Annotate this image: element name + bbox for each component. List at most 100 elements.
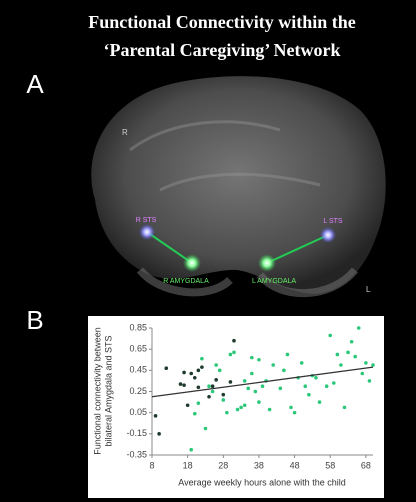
node [320,227,336,243]
y-axis-label: bilateral Amygdala and STS [103,335,113,446]
point [217,368,222,373]
point [164,366,169,371]
point [285,352,290,357]
x-tick-label: 68 [361,460,371,470]
point [282,368,286,373]
point [260,384,265,389]
point [189,371,194,376]
node [258,254,276,272]
point [253,389,258,394]
point [153,414,158,418]
point [221,398,226,402]
point [210,384,215,389]
y-tick-label: 0.85 [129,322,147,332]
point [225,410,229,415]
point [250,371,254,376]
connection [146,231,193,264]
point [157,432,161,436]
brain [91,76,386,298]
y-tick-label: 0.45 [129,365,147,375]
point [292,410,297,415]
point [346,350,350,355]
x-tick-label: 18 [183,460,193,470]
trend-line [151,366,374,398]
y-tick-label: -0.35 [126,449,147,459]
point [192,375,197,380]
point [364,361,368,365]
node [139,224,155,240]
x-tick-label: 48 [290,460,300,470]
point [267,407,272,412]
y-tick-label: 0.05 [129,407,147,417]
connection [266,234,329,264]
point [228,380,233,384]
point [214,363,218,367]
point [360,371,365,376]
node [183,254,201,272]
point [185,403,190,408]
point [356,326,361,330]
point [203,426,208,431]
point [200,356,204,361]
point [317,400,322,404]
point [189,447,194,452]
point [339,363,343,367]
point [314,375,318,380]
point [335,352,340,357]
point [182,383,186,387]
point [331,381,336,385]
y-tick-label: 0.65 [129,344,147,354]
y-tick-label: 0.25 [129,386,147,396]
point [196,385,201,390]
point [200,365,204,369]
point [242,403,247,408]
chart-background [88,316,384,498]
x-tick-label: 58 [325,460,335,470]
point [342,405,347,410]
point [210,389,215,394]
point [349,339,354,344]
point [207,394,211,399]
point [299,361,304,365]
point [182,370,186,375]
point [232,338,236,343]
node-label: L AMYGDALA [252,278,296,285]
x-tick-label: 38 [254,460,264,470]
point [221,392,226,397]
point [328,333,333,338]
x-tick-label: 28 [218,460,228,470]
point [250,355,254,360]
point [271,363,275,367]
node-label: R STS [136,217,157,224]
point [228,352,233,357]
point [307,392,311,397]
title: ‘Parental Caregiving’ Network [104,40,341,60]
point [303,384,308,389]
side-label: R [122,128,128,137]
point [196,401,201,405]
x-tick-label: 8 [149,460,154,470]
node-label: R AMYGDALA [163,278,209,285]
point [196,368,201,373]
point [214,378,218,382]
point [278,386,283,391]
point [239,405,243,410]
point [178,382,183,386]
y-axis-label: Functional connectivity between [92,327,102,455]
title: Functional Connectivity within the [88,12,356,32]
point [371,363,375,367]
point [353,354,357,359]
point [232,350,236,355]
point [367,379,372,383]
point [235,407,240,412]
point [257,357,261,362]
point [289,405,293,410]
point [246,386,251,391]
node-label: L STS [323,218,343,225]
y-tick-label: -0.15 [126,428,147,438]
point [192,411,197,416]
point [242,379,247,383]
point [207,384,211,389]
x-axis-label: Average weekly hours alone with the chil… [178,477,345,487]
side-label: L [366,285,371,294]
